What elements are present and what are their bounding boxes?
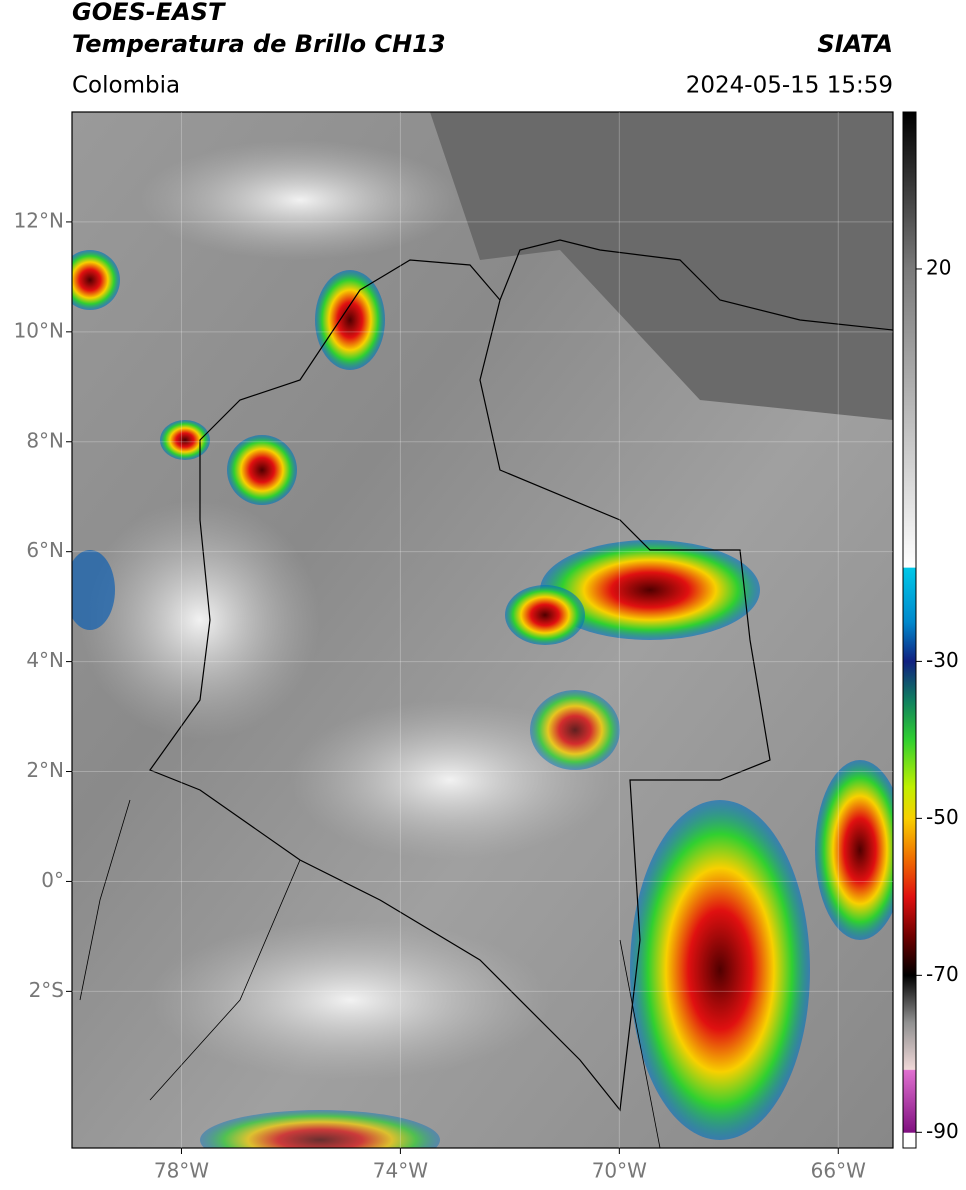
y-tick-label: 2°N xyxy=(26,758,64,782)
y-tick-label: 12°N xyxy=(14,208,64,232)
y-tick-label: 2°S xyxy=(29,978,64,1002)
satellite: GOES-EAST xyxy=(72,0,226,26)
colorbar-tick-label: -50 xyxy=(926,805,959,829)
colorbar-tick-label: 20 xyxy=(926,255,951,279)
y-tick-label: 8°N xyxy=(26,428,64,452)
y-tick-label: 4°N xyxy=(26,648,64,672)
datetime: 2024-05-15 15:59 xyxy=(686,73,893,99)
map-image xyxy=(72,112,893,1148)
y-tick-label: 0° xyxy=(41,868,64,892)
x-tick-label: 74°W xyxy=(373,1159,428,1183)
region: Colombia xyxy=(72,73,180,99)
colorbar-tick-label: -90 xyxy=(926,1119,959,1143)
y-tick-label: 6°N xyxy=(26,538,64,562)
product: Temperatura de Brillo CH13 xyxy=(72,30,446,58)
source: SIATA xyxy=(817,30,893,58)
map-frame xyxy=(71,111,894,1149)
y-tick-label: 10°N xyxy=(14,318,64,342)
x-tick-label: 70°W xyxy=(592,1159,647,1183)
colorbar xyxy=(902,111,917,1149)
colorbar-tick-label: -70 xyxy=(926,962,959,986)
x-tick-label: 78°W xyxy=(154,1159,209,1183)
x-tick-label: 66°W xyxy=(811,1159,866,1183)
colorbar-tick-label: -30 xyxy=(926,648,959,672)
